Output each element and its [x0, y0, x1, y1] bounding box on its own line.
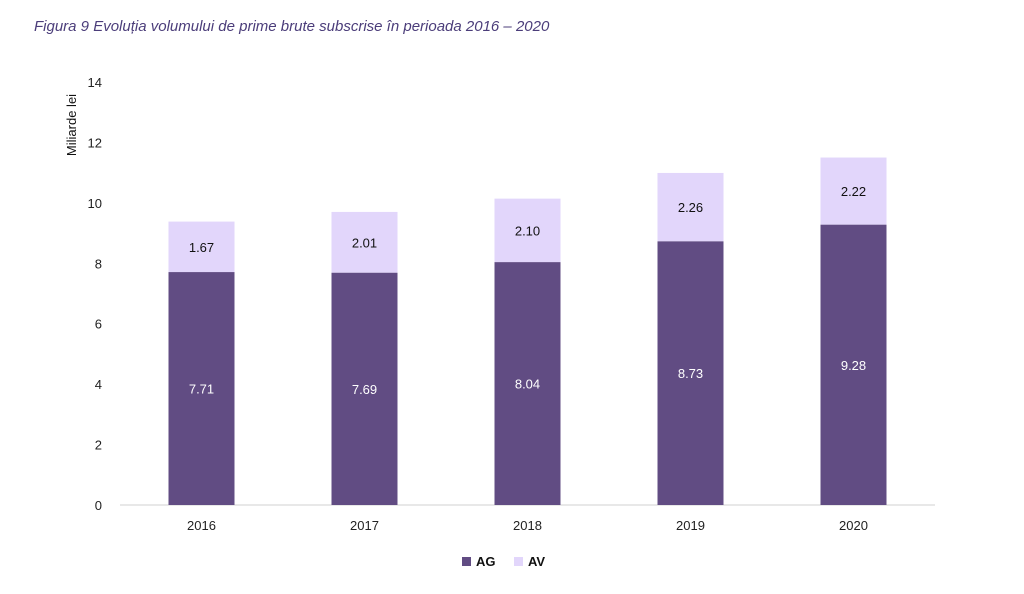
y-tick-label: 4: [95, 377, 102, 392]
bar-ag-2017: [331, 272, 398, 505]
x-tick-label: 2018: [513, 518, 542, 533]
bars: 7.71 1.67 7.69 2.01 8.04 2.10 8.73 2.26 9.28 2.22: [168, 157, 887, 505]
bar-av-2020: [820, 157, 887, 225]
data-label: 1.67: [189, 240, 214, 255]
x-tick-label: 2019: [676, 518, 705, 533]
legend: AG AV: [462, 554, 545, 569]
data-label: 8.73: [678, 366, 703, 381]
figure-title: Figura 9 Evoluția volumului de prime bru…: [34, 18, 549, 35]
bar-ag-2018: [494, 262, 561, 505]
y-axis-label: Miliarde lei: [64, 94, 79, 156]
y-tick-label: 12: [88, 135, 102, 150]
y-tick-label: 14: [88, 75, 102, 90]
y-tick-label: 2: [95, 438, 102, 453]
data-label: 2.10: [515, 223, 540, 238]
legend-swatch-av: [514, 557, 523, 566]
bar-av-2017: [331, 211, 398, 273]
y-tick-label: 8: [95, 256, 102, 271]
data-label: 9.28: [841, 358, 866, 373]
bar-av-2019: [657, 172, 724, 242]
x-tick-label: 2016: [187, 518, 216, 533]
data-label: 2.01: [352, 235, 377, 250]
bar-av-2016: [168, 221, 235, 273]
data-label: 7.69: [352, 382, 377, 397]
y-tick-label: 6: [95, 317, 102, 332]
data-label: 8.04: [515, 377, 540, 392]
bar-av-2018: [494, 198, 561, 263]
data-label: 2.22: [841, 184, 866, 199]
y-axis: 0 2 4 6 8 10 12 14: [88, 75, 102, 513]
bar-ag-2019: [657, 241, 724, 505]
legend-label-ag: AG: [476, 554, 496, 569]
legend-label-av: AV: [528, 554, 545, 569]
bar-ag-2020: [820, 224, 887, 505]
x-axis-ticks: 2016 2017 2018 2019 2020: [187, 518, 868, 533]
figure-caption: Evoluția volumului de prime brute subscr…: [93, 18, 550, 35]
y-tick-label: 10: [88, 196, 102, 211]
data-label: 7.71: [189, 382, 214, 397]
x-tick-label: 2017: [350, 518, 379, 533]
legend-swatch-ag: [462, 557, 471, 566]
y-tick-label: 0: [95, 498, 102, 513]
data-label: 2.26: [678, 200, 703, 215]
figure-number: Figura 9: [34, 18, 90, 35]
bar-ag-2016: [168, 272, 235, 505]
x-tick-label: 2020: [839, 518, 868, 533]
